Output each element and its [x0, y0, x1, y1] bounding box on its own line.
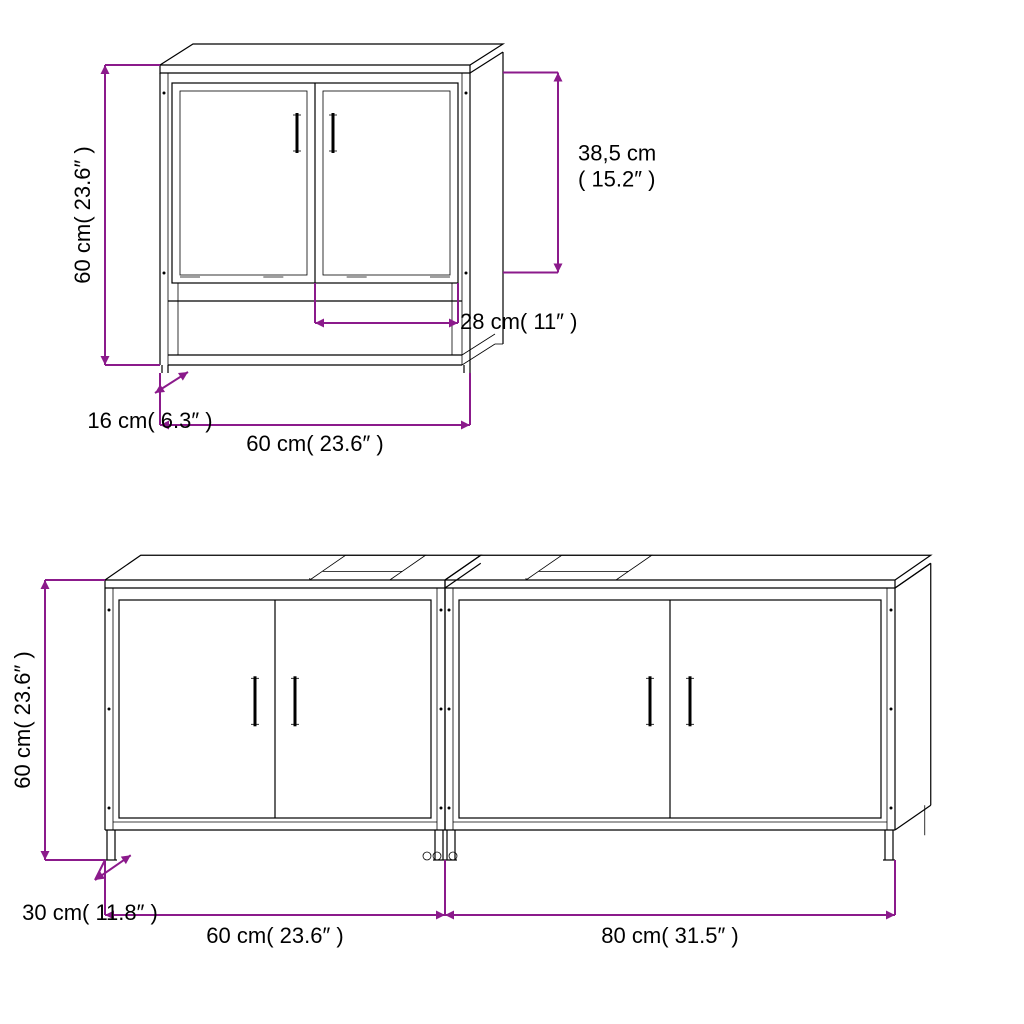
svg-text:60 cm( 23.6″ ): 60 cm( 23.6″ )	[206, 923, 343, 948]
svg-text:60 cm( 23.6″ ): 60 cm( 23.6″ )	[70, 146, 95, 283]
svg-text:38,5 cm: 38,5 cm	[578, 141, 656, 166]
svg-text:16 cm( 6.3″ ): 16 cm( 6.3″ )	[87, 408, 212, 433]
svg-text:60 cm( 23.6″ ): 60 cm( 23.6″ )	[10, 651, 35, 788]
svg-text:( 15.2″ ): ( 15.2″ )	[578, 167, 655, 192]
svg-text:80 cm( 31.5″ ): 80 cm( 31.5″ )	[601, 923, 738, 948]
svg-text:60 cm( 23.6″ ): 60 cm( 23.6″ )	[246, 431, 383, 456]
svg-text:30 cm( 11.8″ ): 30 cm( 11.8″ )	[22, 900, 158, 925]
svg-text:28 cm( 11″ ): 28 cm( 11″ )	[460, 309, 577, 334]
